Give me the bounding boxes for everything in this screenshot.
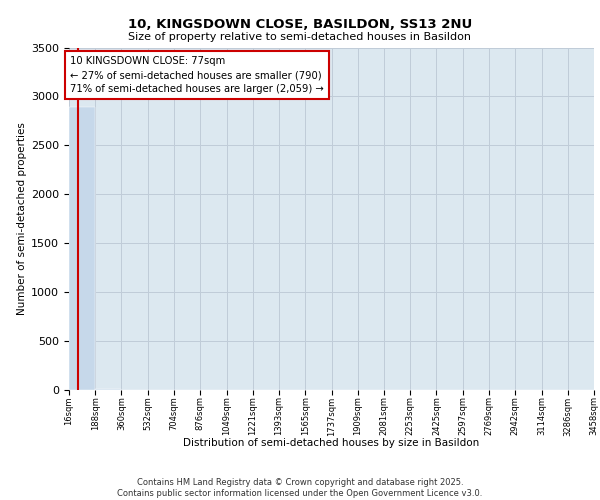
Text: 10, KINGSDOWN CLOSE, BASILDON, SS13 2NU: 10, KINGSDOWN CLOSE, BASILDON, SS13 2NU (128, 18, 472, 30)
Text: 10 KINGSDOWN CLOSE: 77sqm
← 27% of semi-detached houses are smaller (790)
71% of: 10 KINGSDOWN CLOSE: 77sqm ← 27% of semi-… (70, 56, 324, 94)
Bar (69, 107, 95, 390)
Y-axis label: Number of semi-detached properties: Number of semi-detached properties (17, 122, 27, 315)
X-axis label: Distribution of semi-detached houses by size in Basildon: Distribution of semi-detached houses by … (184, 438, 479, 448)
Bar (95, 389, 121, 390)
Text: Contains HM Land Registry data © Crown copyright and database right 2025.
Contai: Contains HM Land Registry data © Crown c… (118, 478, 482, 498)
Text: Size of property relative to semi-detached houses in Basildon: Size of property relative to semi-detach… (128, 32, 472, 42)
